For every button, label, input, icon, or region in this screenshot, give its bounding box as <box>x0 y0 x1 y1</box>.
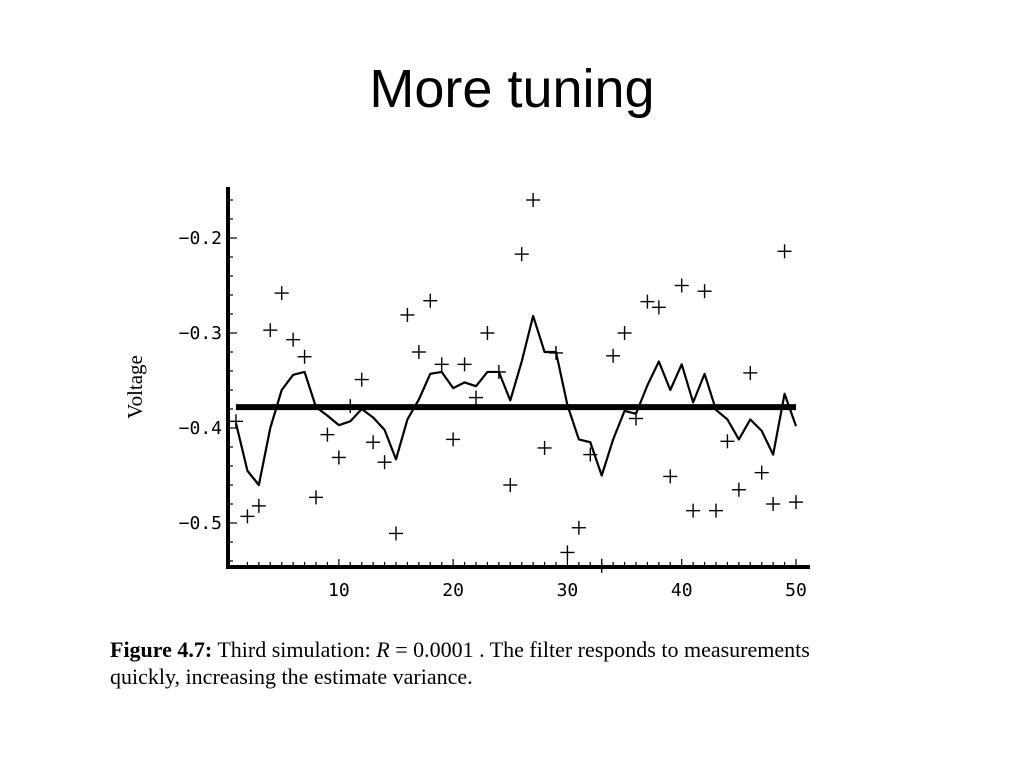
data-point-plus <box>537 440 552 455</box>
y-tick-label: −0.5 <box>179 513 222 534</box>
data-point-plus <box>263 323 278 338</box>
data-point-plus <box>514 247 529 262</box>
data-point-plus <box>251 498 266 513</box>
x-tick-label: 10 <box>328 580 350 601</box>
y-tick-label: −0.3 <box>179 323 222 344</box>
data-point-plus <box>240 509 255 524</box>
data-point-plus <box>731 482 746 497</box>
data-point-plus <box>286 332 301 347</box>
data-point-plus <box>766 497 781 511</box>
estimate-line <box>234 314 798 487</box>
data-point-plus <box>366 435 381 450</box>
x-tick-label: 50 <box>785 580 807 601</box>
data-point-plus <box>320 427 335 442</box>
data-point-plus <box>309 490 323 505</box>
y-tick-label: −0.2 <box>179 228 222 249</box>
data-point-plus <box>526 193 541 207</box>
figure-label: Figure 4.7: <box>110 637 213 662</box>
y-axis-label: Voltage <box>123 355 147 419</box>
data-point-plus <box>446 432 461 447</box>
x-tick-label: 40 <box>671 580 693 601</box>
data-point-plus <box>789 495 803 510</box>
data-point-plus <box>331 450 346 465</box>
x-tick-label: 20 <box>442 580 464 601</box>
data-point-plus <box>400 307 415 322</box>
data-point-plus <box>651 300 666 315</box>
data-point-plus <box>423 293 438 308</box>
data-point-plus <box>663 469 678 484</box>
figure-caption: Figure 4.7: Third simulation: R = 0.0001… <box>110 636 850 690</box>
data-point-plus <box>503 478 518 492</box>
data-point-plus <box>377 455 392 470</box>
data-point-plus <box>297 349 312 364</box>
data-point-plus <box>697 284 712 299</box>
data-point-plus <box>709 503 723 518</box>
data-point-plus <box>469 390 483 405</box>
data-point-plus <box>640 294 655 309</box>
data-point-plus <box>754 465 769 480</box>
data-point-plus <box>777 244 792 259</box>
chart-ticks: 10 20 30 40 50 −0.2 −0.3 −0.4 −0.5 <box>179 199 807 601</box>
data-point-plus <box>674 278 689 293</box>
data-point-plus <box>571 520 586 535</box>
caption-text-end: = 0.0001 . The filter responds to measur… <box>110 637 810 689</box>
caption-text-start: Third simulation: <box>212 637 377 662</box>
data-point-plus <box>389 526 403 541</box>
slide-title: More tuning <box>369 59 655 119</box>
data-point-plus <box>560 545 575 560</box>
data-point-plus <box>274 286 289 301</box>
data-point-plus <box>434 357 449 372</box>
data-point-plus <box>743 365 758 380</box>
data-point-plus <box>457 357 472 372</box>
caption-variable: R <box>376 637 390 662</box>
data-point-plus <box>720 434 735 449</box>
data-point-plus <box>411 345 426 359</box>
data-point-plus <box>606 348 621 363</box>
data-point-plus <box>354 372 369 387</box>
data-point-plus <box>686 503 701 518</box>
data-point-plus <box>617 326 632 340</box>
x-tick-label: 30 <box>557 580 579 601</box>
chart-series <box>229 193 803 573</box>
data-point-plus <box>594 558 609 573</box>
chart-axes <box>226 187 810 569</box>
data-point-plus <box>480 326 495 340</box>
y-tick-label: −0.4 <box>179 418 222 439</box>
